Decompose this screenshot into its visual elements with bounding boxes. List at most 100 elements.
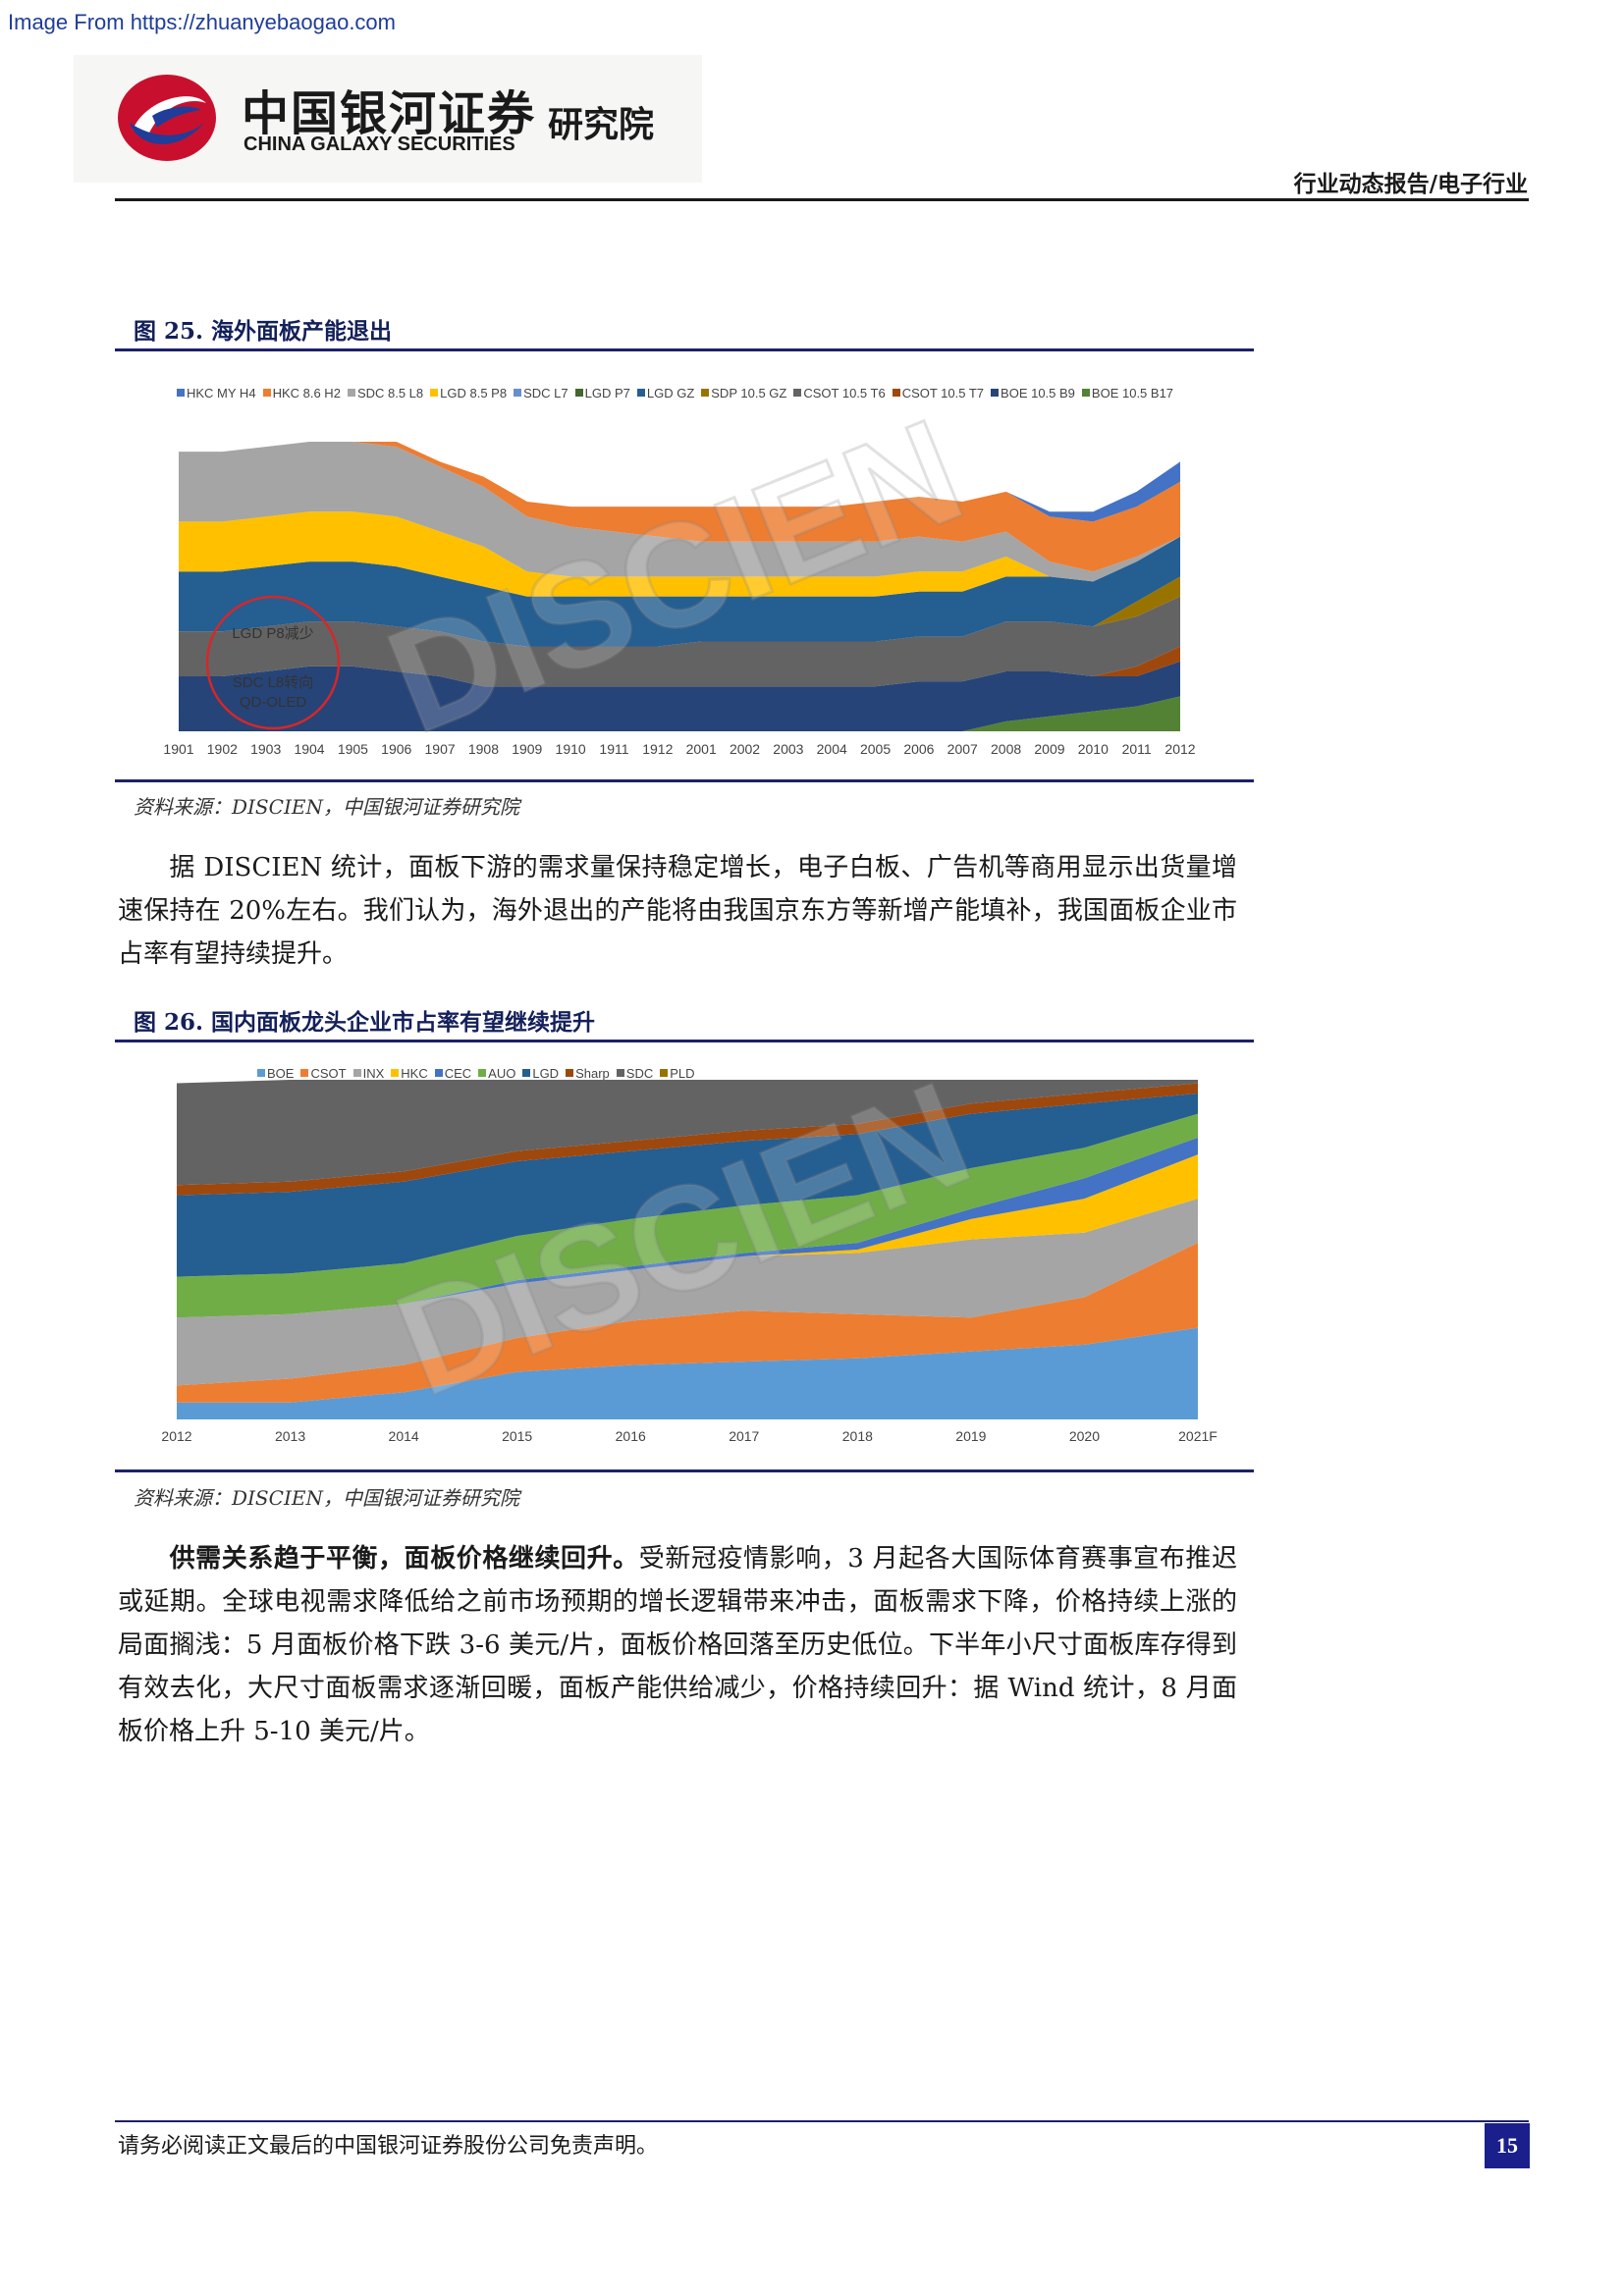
figure-26-legend-inx: INX (352, 1066, 384, 1081)
figure-25-x-tick: 2008 (991, 741, 1021, 757)
figure-25-legend-label: BOE 10.5 B17 (1091, 385, 1174, 400)
figure-25-x-tick: 2012 (1164, 741, 1195, 757)
figure-25-legend-label: CSOT 10.5 T7 (901, 385, 985, 400)
figure-26-legend-csot: CSOT (300, 1066, 347, 1081)
figure-25-legend-label: SDP 10.5 GZ (711, 385, 787, 400)
figure-25-legend-boe-10-5-b9: BOE 10.5 B9 (991, 386, 1075, 400)
figure-25-legend-lgd-p7: LGD P7 (574, 386, 630, 400)
figure-26-legend-swatch (300, 1069, 309, 1077)
paragraph-1: 据 DISCIEN 统计，面板下游的需求量保持稳定增长，电子白板、广告机等商用显… (118, 846, 1237, 976)
header-rule (115, 198, 1529, 201)
figure-26-x-tick: 2019 (955, 1428, 986, 1444)
figure-26-series-hkc (177, 1154, 1198, 1318)
figure-25-legend-swatch (892, 389, 900, 397)
figure-25-areas (179, 442, 1180, 731)
figure-25-legend-swatch (701, 389, 710, 397)
report-category: 行业动态报告/电子行业 (1293, 172, 1528, 197)
figure-26-legend-swatch (566, 1069, 574, 1077)
figure-25-x-tick: 2002 (730, 741, 760, 757)
figure-25-bottom-rule (115, 779, 1254, 782)
figure-26-series-inx (177, 1199, 1198, 1386)
source-watermark: Image From https://zhuanyebaogao.com (8, 10, 396, 34)
figure-25-chart: 1901 1902 1903 1904 1905 1906 1907 1908 1909 1910… (163, 402, 1195, 766)
figure-25-legend-label: HKC MY H4 (187, 385, 256, 400)
figure-25-legend-lgd-gz: LGD GZ (636, 385, 695, 400)
figure-25-legend-label: SDC L7 (523, 385, 568, 400)
paragraph-1-text: 据 DISCIEN 统计，面板下游的需求量保持稳定增长，电子白板、广告机等商用显… (118, 853, 1237, 969)
figure-25-top-rule (115, 348, 1254, 351)
figure-25-x-tick: 2006 (903, 741, 934, 757)
figure-25-legend-swatch (430, 389, 439, 397)
figure-25-x-tick: 1903 (250, 741, 281, 757)
logo-chinese-name: 中国银河证券 (242, 86, 537, 141)
figure-26-legend-pld: PLD (660, 1066, 695, 1081)
figure-26-legend-swatch (660, 1069, 669, 1077)
figure-26-x-tick: 2017 (729, 1428, 759, 1444)
figure-25-x-tick: 2007 (947, 741, 978, 757)
figure-26-legend-cec: CEC (434, 1065, 472, 1081)
figure-26-legend-sdc: SDC (616, 1065, 654, 1081)
figure-25-series-lgd-gz (179, 536, 1180, 647)
figure-25-x-tick: 1910 (556, 741, 586, 757)
figure-25-x-tick: 1901 (163, 741, 193, 757)
figure-26-legend-label: SDC (625, 1065, 654, 1081)
figure-26-legend-label: LGD (532, 1065, 560, 1081)
figure-26-legend-swatch (616, 1069, 624, 1077)
figure-26-legend-lgd: LGD (522, 1066, 559, 1081)
figure-25-legend-label: LGD GZ (646, 385, 695, 400)
figure-26-series-sdc (177, 1080, 1198, 1186)
figure-25-legend-csot-10-5-t6: CSOT 10.5 T6 (793, 386, 886, 400)
figure-26-series-lgd (177, 1093, 1198, 1277)
figure-26-legend-label: CEC (444, 1065, 472, 1081)
paragraph-2-text: 受新冠疫情影响，3 月起各大国际体育赛事宣布推迟或延期。全球电视需求降低给之前市… (118, 1544, 1237, 1746)
figure-26-legend: BOE CSOT INX HKC CEC AUO LGD Sharp SDC PLD (257, 1062, 1239, 1081)
figure-26-x-tick: 2018 (842, 1428, 873, 1444)
figure-26-legend-label: HKC (401, 1065, 428, 1081)
figure-26-series-auo (177, 1113, 1198, 1318)
figure-25-series-boe-10-5-b17 (179, 696, 1180, 731)
footer-disclaimer: 请务必阅读正文最后的中国银河证券股份公司免责声明。 (118, 2134, 659, 2159)
figure-26-legend-auo: AUO (478, 1066, 515, 1081)
figure-25-x-tick: 1906 (381, 741, 411, 757)
figure-26-x-tick: 2013 (275, 1428, 305, 1444)
figure-25-legend-hkc-my-h4: HKC MY H4 (177, 386, 256, 400)
figure-26-chart: 2012 2013 2014 2015 2016 2017 2018 2019 2020 2021… (161, 1074, 1218, 1444)
figure-26-legend-boe: BOE (257, 1066, 294, 1081)
figure-25-series-sdc-8-5-l8 (179, 442, 1180, 582)
figure-25-annotation-p8: LGD P8减少 (232, 625, 313, 642)
paragraph-2: 供需关系趋于平衡，面板价格继续回升。受新冠疫情影响，3 月起各大国际体育赛事宣布… (118, 1537, 1237, 1753)
figure-26-legend-swatch (434, 1069, 443, 1077)
figure-25-x-tick: 1905 (338, 741, 368, 757)
figure-26-source: 资料来源：DISCIEN，中国银河证券研究院 (134, 1486, 519, 1510)
figure-26-x-tick: 2012 (161, 1428, 191, 1444)
figure-25-legend-hkc-8-6-h2: HKC 8.6 H2 (262, 386, 341, 400)
figure-26-bottom-rule (115, 1469, 1254, 1472)
figure-25-legend-sdc-8-5-l8: SDC 8.5 L8 (347, 386, 423, 400)
figure-26-legend-swatch (478, 1069, 487, 1077)
logo-institute: 研究院 (548, 105, 655, 145)
figure-25-title: 图 25. 海外面板产能退出 (134, 318, 393, 345)
figure-26-legend-swatch (352, 1069, 361, 1077)
figure-26-x-tick: 2021F (1178, 1428, 1218, 1444)
figure-25-legend-csot-10-5-t7: CSOT 10.5 T7 (892, 385, 985, 400)
figure-25-legend-sdc-l7: SDC L7 (514, 386, 568, 400)
figure-25-legend-swatch (574, 389, 583, 397)
figure-26-top-rule (115, 1040, 1254, 1042)
figure-25-x-tick: 2003 (773, 741, 803, 757)
figure-26-legend-swatch (257, 1069, 265, 1077)
figure-25-x-tick: 2010 (1078, 741, 1109, 757)
page-number: 15 (1485, 2123, 1530, 2168)
figure-26-title: 图 26. 国内面板龙头企业市占率有望继续提升 (134, 1009, 596, 1036)
figure-25-series-boe-10-5-b9 (179, 661, 1180, 731)
figure-26-x-tick: 2016 (616, 1428, 646, 1444)
figure-25-legend-swatch (514, 389, 522, 397)
figure-25-legend-sdp-10-5-gz: SDP 10.5 GZ (701, 386, 786, 400)
figure-26-series-csot (177, 1243, 1198, 1403)
figure-25-series-hkc-my-h4 (179, 442, 1180, 522)
figure-25-x-tick: 2009 (1034, 741, 1064, 757)
figure-26-legend-label: Sharp (575, 1065, 610, 1081)
figure-25-legend-boe-10-5-b17: BOE 10.5 B17 (1081, 385, 1174, 400)
figure-25-x-tick: 2011 (1122, 741, 1152, 757)
figure-26-legend-swatch (522, 1069, 531, 1077)
figure-25-x-tick: 2004 (817, 741, 847, 757)
